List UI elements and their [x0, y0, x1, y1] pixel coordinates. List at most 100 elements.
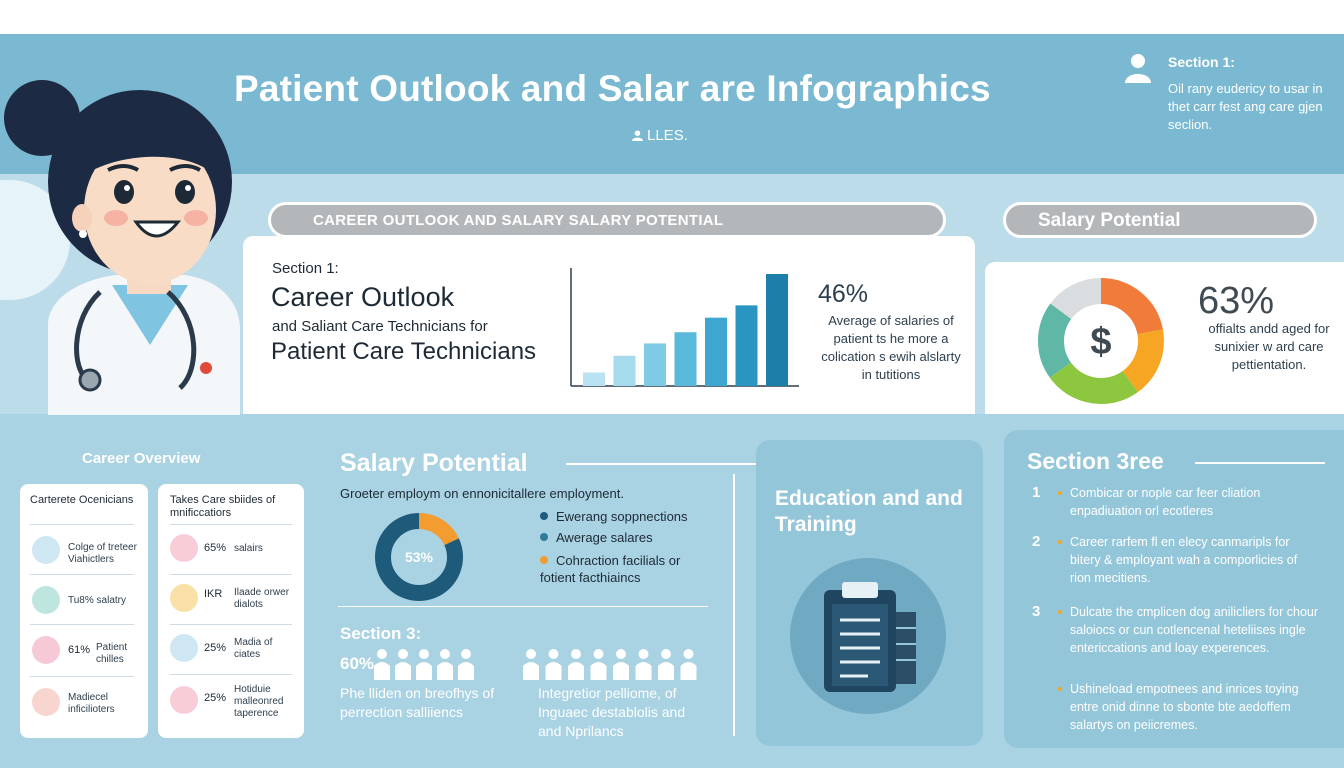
bullet-icon	[1058, 610, 1062, 614]
patient-icon	[32, 636, 60, 664]
bar-3	[644, 343, 666, 386]
education-title: Education and and Training	[775, 487, 963, 536]
person-icon	[571, 649, 581, 659]
salary-stat-text: offialts andd aged for sunixier w ard ca…	[1208, 321, 1330, 372]
career-overview-title: Career Overview	[82, 450, 201, 467]
outlook-stat-value: 46%	[818, 280, 869, 308]
salary-icon	[170, 534, 198, 562]
subtitle-text: LLES.	[647, 127, 688, 144]
donut-slice-2	[375, 513, 463, 601]
person-icon	[593, 649, 604, 659]
user-icon	[632, 130, 643, 141]
dollar-icon: $	[1090, 321, 1111, 363]
legend-label-1: Ewerang soppnections	[556, 509, 688, 524]
experience-icon	[170, 686, 198, 714]
legend-item-1: Ewerang soppnections	[540, 509, 688, 524]
career-overview-column-a: Carterete Ocenicians Colge of treteer Vi…	[20, 484, 148, 738]
column-a-row-2: Tu8% salatry	[68, 595, 126, 606]
column-a-row-4: Madiecel inficilioters	[68, 692, 115, 715]
column-b-heading: Takes Care sbiides of mnificcatiors	[170, 494, 276, 519]
donut-slice-5	[1038, 278, 1164, 404]
bar-6	[735, 305, 758, 386]
section3-title: Section 3:	[340, 624, 422, 643]
person-icon	[683, 649, 694, 659]
person-icon	[661, 649, 671, 659]
legend-item-2: Awerage salares	[540, 530, 653, 545]
legend-dot	[540, 533, 548, 541]
person-body	[590, 662, 607, 680]
legend-label-3: Cohraction facilials or fotient facthiai…	[540, 553, 681, 585]
person-body	[374, 662, 390, 680]
column-b-row-2-value: IKR	[204, 588, 223, 600]
person-icon	[419, 649, 429, 659]
salary-potential-pill: Salary Potential	[1003, 202, 1317, 238]
row-divider	[30, 574, 134, 575]
row-divider	[170, 574, 292, 575]
salary-potential-subtitle: Groeter employm on ennonicitallere emplo…	[340, 486, 624, 501]
person-body	[395, 662, 411, 680]
person-body	[680, 662, 697, 680]
syringe-icon	[32, 586, 60, 614]
person-body	[545, 662, 562, 680]
title-underline	[566, 463, 756, 465]
column-b-row-2: Ilaade orwer dialots	[234, 587, 290, 610]
people-icons-group-1	[374, 649, 474, 680]
person-icon	[616, 649, 626, 659]
medical-staff-icon	[32, 688, 60, 716]
bullet-icon	[1058, 491, 1062, 495]
section-three-item-2: Career rarfem fl en elecy canmaripls for…	[1070, 535, 1298, 585]
person-icon	[398, 649, 408, 659]
person-body	[568, 662, 584, 680]
item-number-1: 1	[1032, 484, 1041, 501]
column-a-row-1: Colge of treteer Viahictlers	[68, 542, 137, 565]
vertical-divider	[733, 474, 735, 736]
employment-donut-chart: 53%	[375, 513, 463, 601]
header-section-label: Section 1:	[1168, 54, 1235, 70]
column-b-row-4-value: 25%	[204, 692, 227, 704]
section1-heading2: Patient Care Technicians	[271, 338, 537, 365]
row-divider	[30, 624, 134, 625]
dialog-icon	[170, 584, 198, 612]
title-underline	[1195, 462, 1325, 464]
person-body	[416, 662, 432, 680]
column-b-divider	[170, 524, 292, 525]
top-strip	[0, 0, 1344, 34]
bullet-icon	[1058, 540, 1062, 544]
donut-slice-2	[1038, 278, 1164, 404]
person-icon	[526, 649, 536, 659]
outlook-bar-chart	[570, 268, 799, 387]
career-outlook-card	[243, 236, 975, 414]
column-b-row-3-value: 25%	[204, 642, 227, 654]
person-icon	[1125, 54, 1151, 83]
nurse-illustration	[4, 80, 240, 415]
column-b-row-3: Madia of ciates	[234, 637, 273, 660]
section-divider	[338, 606, 708, 607]
section3-left-text: Phe lliden on breofhys of perrection sal…	[340, 685, 495, 720]
row-divider	[170, 624, 292, 625]
row-divider	[30, 676, 134, 677]
person-body	[658, 662, 674, 680]
section3-right-text: Integretior pelliome, of Inguaec destabl…	[538, 685, 686, 739]
column-a-heading: Carterete Ocenicians	[30, 494, 134, 506]
section-three-item-1: Combicar or nople car feer cliation enpa…	[1070, 486, 1261, 518]
person-body	[458, 662, 474, 680]
column-a-row-3: Patient chilles	[96, 642, 128, 665]
section-three-card	[1004, 430, 1344, 748]
column-b-row-4: Hotiduie malleonred taperence	[234, 684, 284, 719]
person-body	[523, 662, 539, 680]
person-icon	[377, 649, 387, 659]
column-b-row-1: salairs	[234, 543, 263, 554]
donut-slice-3	[1038, 278, 1164, 404]
legend-dot	[540, 512, 548, 520]
section-three-item-4: Ushineload empotnees and inrices toying …	[1070, 682, 1299, 732]
salary-potential-title: Salary Potential	[340, 449, 528, 477]
section1-label: Section 1:	[272, 260, 339, 277]
career-outlook-pill: CAREER OUTLOOK AND SALARY SALARY POTENTI…	[268, 202, 946, 238]
person-icon	[548, 649, 559, 659]
legend-label-2: Awerage salares	[556, 530, 653, 545]
bar-5	[705, 317, 727, 386]
bar-4	[674, 332, 697, 386]
legend-item-3: Cohraction facilials or fotient facthiai…	[540, 552, 710, 586]
bar-1	[583, 372, 605, 386]
bar-2	[613, 355, 636, 386]
